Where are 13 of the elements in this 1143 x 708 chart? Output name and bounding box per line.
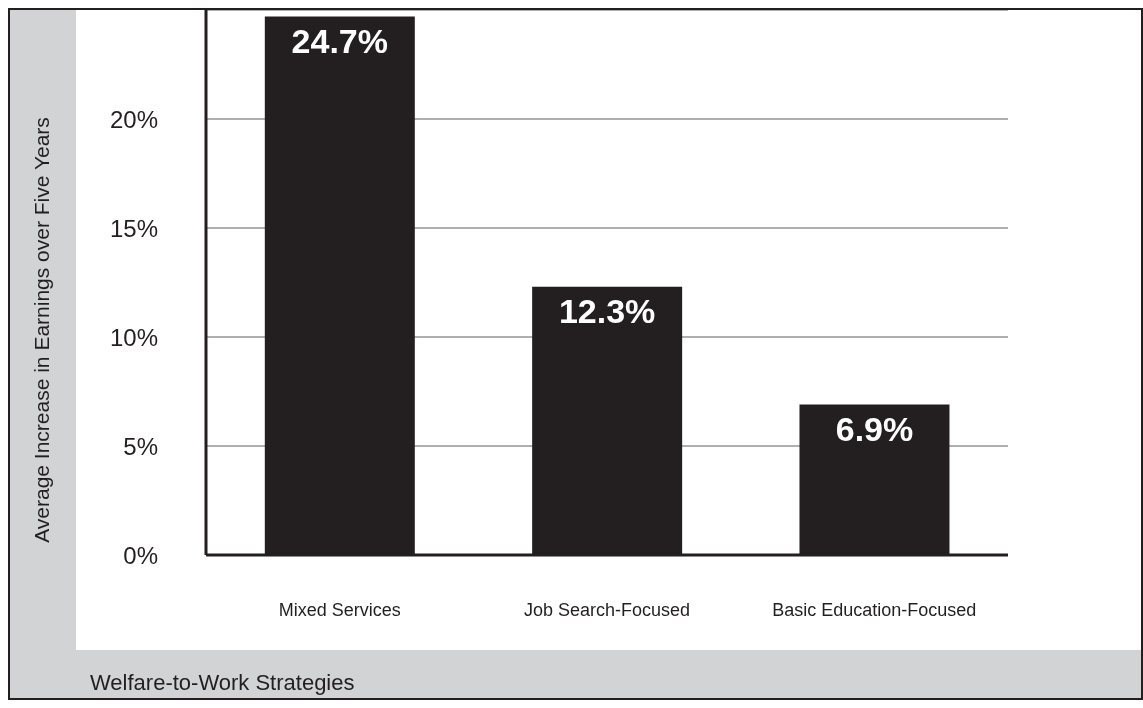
data-label: 6.9% (835, 409, 914, 448)
y-tick-label: 15% (109, 214, 158, 242)
x-axis-title: Welfare-to-Work Strategies (89, 670, 355, 696)
y-tick-label: 5% (123, 432, 158, 460)
data-label: 12.3% (558, 292, 656, 330)
y-tick-label: 0% (123, 541, 158, 569)
data-label: 24.7% (291, 21, 389, 60)
y-axis-title: Average Increase in Earnings over Five Years (30, 117, 54, 543)
x-tick-label: Mixed Services (278, 599, 401, 620)
x-tick-label: Job Search-Focused (523, 599, 691, 620)
y-tick-label: 10% (109, 323, 158, 351)
x-tick-label: Basic Education-Focused (772, 599, 977, 620)
y-tick-label: 20% (109, 105, 158, 133)
